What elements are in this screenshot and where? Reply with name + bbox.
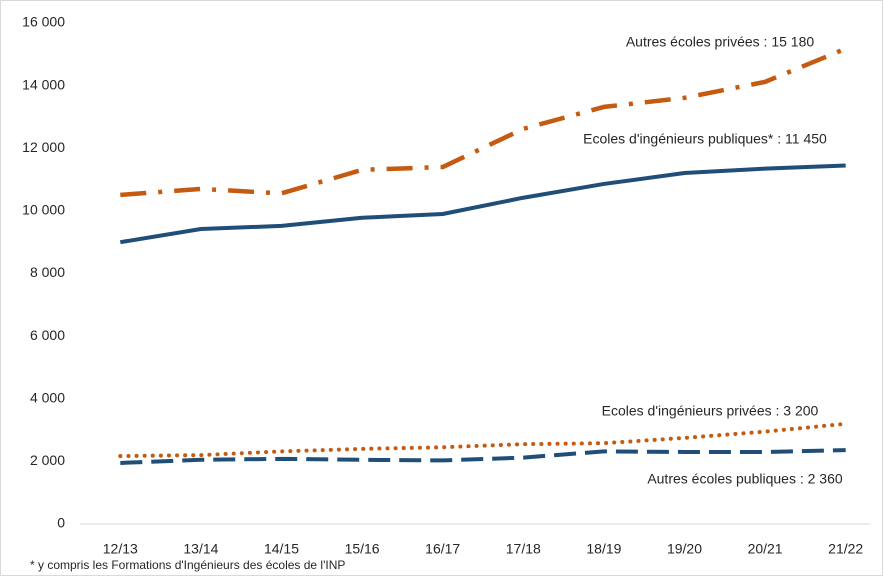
y-tick-label: 4 000 bbox=[30, 389, 65, 405]
annotation: Autres écoles publiques : 2 360 bbox=[647, 471, 843, 487]
x-tick-label: 17/18 bbox=[506, 541, 541, 557]
series-line bbox=[119, 163, 846, 245]
x-tick-label: 19/20 bbox=[667, 541, 702, 557]
y-tick-label: 14 000 bbox=[22, 76, 65, 92]
footnote: * y compris les Formations d'Ingénieurs … bbox=[30, 558, 345, 572]
annotation: Ecoles d'ingénieurs publiques* : 11 450 bbox=[583, 131, 827, 147]
y-tick-label: 2 000 bbox=[30, 452, 65, 468]
y-tick-label: 10 000 bbox=[22, 202, 65, 218]
y-tick-label: 12 000 bbox=[22, 139, 65, 155]
y-tick-label: 8 000 bbox=[30, 264, 65, 280]
x-tick-label: 20/21 bbox=[748, 541, 783, 557]
x-tick-label: 13/14 bbox=[183, 541, 218, 557]
annotation: Ecoles d'ingénieurs privées : 3 200 bbox=[602, 403, 819, 419]
x-tick-label: 18/19 bbox=[586, 541, 621, 557]
y-tick-label: 0 bbox=[57, 515, 65, 531]
x-tick-label: 15/16 bbox=[345, 541, 380, 557]
x-tick-label: 14/15 bbox=[264, 541, 299, 557]
series-line bbox=[120, 46, 847, 198]
x-tick-label: 16/17 bbox=[425, 541, 460, 557]
series-line bbox=[118, 421, 848, 459]
annotation: Autres écoles privées : 15 180 bbox=[626, 34, 815, 50]
series-line bbox=[120, 448, 846, 465]
y-tick-label: 16 000 bbox=[22, 14, 65, 30]
x-tick-label: 21/22 bbox=[828, 541, 863, 557]
x-tick-label: 12/13 bbox=[103, 541, 138, 557]
y-tick-label: 6 000 bbox=[30, 327, 65, 343]
